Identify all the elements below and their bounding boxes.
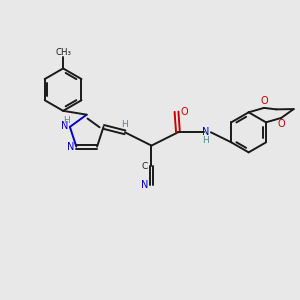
- Text: H: H: [63, 116, 70, 125]
- Text: O: O: [278, 119, 285, 129]
- Text: C: C: [142, 162, 148, 171]
- Text: O: O: [260, 96, 268, 106]
- Text: N: N: [202, 127, 210, 137]
- Text: N: N: [61, 121, 68, 131]
- Text: H: H: [202, 136, 209, 145]
- Text: N: N: [67, 142, 75, 152]
- Text: H: H: [121, 120, 128, 129]
- Text: CH₃: CH₃: [55, 48, 71, 57]
- Text: N: N: [141, 180, 149, 190]
- Text: O: O: [180, 107, 188, 117]
